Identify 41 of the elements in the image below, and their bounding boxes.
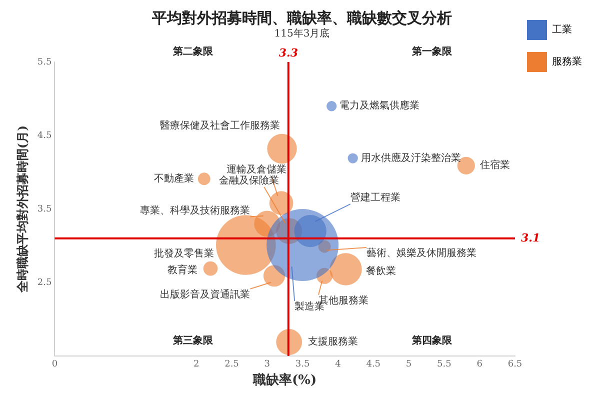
y-tick-label: 5.5 xyxy=(37,57,52,68)
x-tick-label: 2.5 xyxy=(224,360,240,370)
x-tick-label: 0 xyxy=(52,360,58,370)
data-label: 出版影音及資通訊業 xyxy=(160,288,250,300)
x-axis-title: 職缺率(%) xyxy=(252,372,317,388)
y-axis-title: 全時職缺平均對外招募時間(月) xyxy=(15,125,30,294)
text: 第一象限 xyxy=(411,46,454,58)
data-label: 專業、科學及技術服務業 xyxy=(140,204,250,216)
ref-line-label: 3.1 xyxy=(521,231,540,244)
data-label: 藝術、娛樂及休閒服務業 xyxy=(366,247,477,260)
x-tick-label: 2 xyxy=(193,360,200,370)
data-label: 住宿業 xyxy=(480,159,510,172)
x-tick-label: 5.5 xyxy=(437,360,452,370)
data-label: 教育業 xyxy=(168,264,198,276)
annotation: 第四象限 xyxy=(411,334,454,347)
x-tick-label: 6.5 xyxy=(508,360,522,370)
y-tick-label: 2.5 xyxy=(37,278,52,288)
data-label: 餐飲業 xyxy=(366,264,396,277)
data-label: 營建工程業 xyxy=(350,192,400,204)
x-tick-label: 3.5 xyxy=(295,360,310,370)
data-label: 支援服務業 xyxy=(308,336,358,348)
x-tick-label: 5 xyxy=(406,360,412,370)
data-label: 用水供應及汙染整治業 xyxy=(360,152,461,164)
legend-label: 工業 xyxy=(552,24,572,36)
ref-line-label: 3.3 xyxy=(278,46,298,60)
text: 第二象限 xyxy=(172,46,214,58)
x-tick-label: 6 xyxy=(476,360,483,370)
x-tick-label: 3 xyxy=(264,360,270,370)
data-label: 不動產業 xyxy=(154,172,194,184)
x-tick-label: 4 xyxy=(335,360,342,370)
data-label: 醫療保健及社會工作服務業 xyxy=(160,119,280,132)
chart-subtitle: 115年3月底 xyxy=(274,28,330,40)
chart-title: 平均對外招募時間、職缺率、職缺數交叉分析 xyxy=(151,8,452,27)
y-tick-label: 4.5 xyxy=(37,130,52,141)
x-tick-label: 4.5 xyxy=(366,360,381,370)
data-label: 批發及零售業 xyxy=(154,248,214,260)
data-label: 電力及燃氣供應業 xyxy=(340,100,420,112)
annotation: 第三象限 xyxy=(172,334,214,347)
legend-label: 服務業 xyxy=(552,56,582,68)
y-tick-label: 3.5 xyxy=(37,204,52,214)
data-label: 運輸及倉儲業 xyxy=(226,164,286,176)
